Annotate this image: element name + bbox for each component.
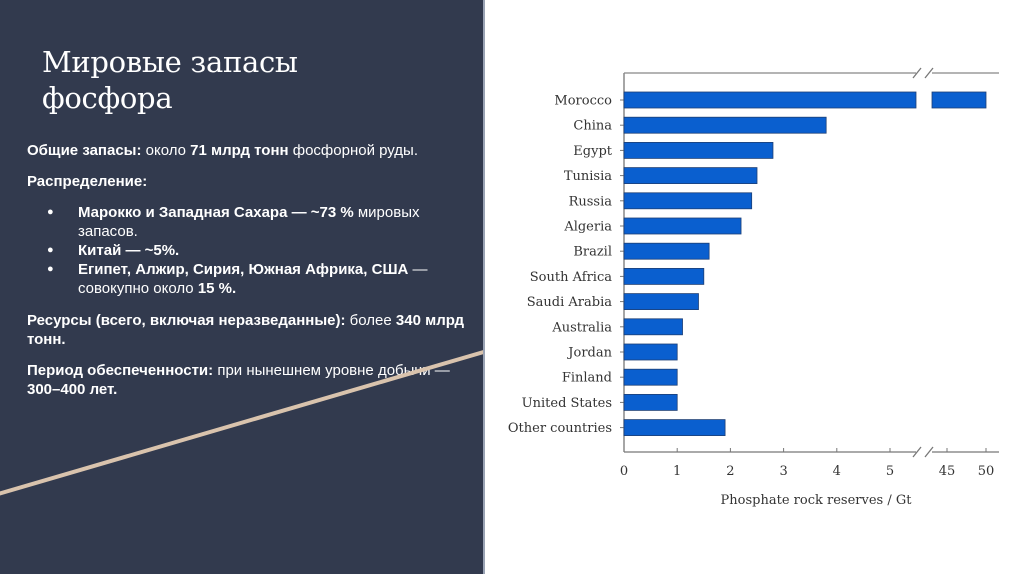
x-axis-label: Phosphate rock reserves / Gt bbox=[721, 493, 913, 508]
total-text: около bbox=[141, 142, 191, 159]
category-label: Brazil bbox=[573, 245, 612, 260]
category-label: Algeria bbox=[563, 220, 612, 235]
list-item: ● Китай — ~5%. bbox=[27, 241, 467, 260]
category-label: Russia bbox=[569, 194, 613, 209]
bar bbox=[623, 142, 774, 159]
list-item: ● Египет, Алжир, Сирия, Южная Африка, СШ… bbox=[27, 260, 467, 298]
bullet-icon: ● bbox=[47, 263, 54, 275]
resources-label: Ресурсы (всего, включая неразведанные): bbox=[27, 312, 346, 329]
item-text: — совокупно около bbox=[78, 261, 428, 297]
period-text: при нынешнем уровне добычи — bbox=[213, 362, 450, 379]
bar bbox=[623, 267, 705, 285]
category-label: Jordan bbox=[566, 346, 612, 361]
panel-divider bbox=[483, 0, 485, 574]
bar bbox=[623, 116, 827, 134]
resources: Ресурсы (всего, включая неразведанные): … bbox=[27, 311, 467, 349]
category-label: Other countries bbox=[508, 421, 612, 436]
x-tick-label: 1 bbox=[673, 464, 681, 479]
slide-title: Мировые запасы фосфора bbox=[42, 44, 442, 116]
category-label: Morocco bbox=[554, 94, 612, 109]
distribution-heading: Распределение: bbox=[27, 172, 467, 191]
total-label: Общие запасы: bbox=[27, 142, 142, 159]
bar bbox=[931, 91, 987, 109]
total-value: 71 млрд тонн bbox=[190, 142, 289, 159]
x-tick-label: 5 bbox=[886, 464, 894, 479]
bar bbox=[623, 242, 710, 260]
bar bbox=[623, 368, 678, 386]
supply-period: Период обеспеченности: при нынешнем уров… bbox=[27, 361, 467, 399]
category-label: Finland bbox=[562, 371, 612, 386]
total-text-2: фосфорной руды. bbox=[288, 142, 418, 159]
list-item: ● Марокко и Западная Сахара — ~73 % миро… bbox=[27, 203, 467, 241]
category-label: South Africa bbox=[530, 270, 612, 285]
bullet-icon: ● bbox=[47, 244, 54, 256]
distribution-list: ● Марокко и Западная Сахара — ~73 % миро… bbox=[27, 203, 467, 298]
bullet-icon: ● bbox=[47, 206, 54, 218]
resources-text: более bbox=[345, 312, 396, 329]
bar bbox=[623, 318, 683, 336]
bar bbox=[623, 343, 678, 361]
bar bbox=[623, 91, 917, 109]
text-panel: Мировые запасы фосфора Общие запасы: око… bbox=[0, 0, 483, 574]
title-line-1: Мировые запасы bbox=[42, 45, 298, 79]
slide-body: Общие запасы: около 71 млрд тонн фосфорн… bbox=[27, 141, 467, 411]
item-bold: Марокко и Западная Сахара — ~73 % bbox=[78, 204, 354, 221]
category-label: China bbox=[573, 119, 612, 134]
x-tick-label: 3 bbox=[779, 464, 787, 479]
item-bold-2: 15 %. bbox=[197, 280, 237, 297]
title-line-2: фосфора bbox=[42, 81, 173, 115]
phosphate-reserves-chart: 0 1 2 3 4 5 45 50 Phosphate rock reserves / Gt Mo… bbox=[490, 60, 1024, 520]
item-bold: Египет, Алжир, Сирия, Южная Африка, США bbox=[78, 261, 409, 278]
item-text: мировых запасов. bbox=[78, 204, 420, 240]
total-reserves: Общие запасы: около 71 млрд тонн фосфорн… bbox=[27, 141, 467, 160]
category-label: Egypt bbox=[573, 144, 612, 159]
bar bbox=[623, 419, 726, 437]
period-value: 300–400 лет. bbox=[27, 381, 118, 398]
distribution-label: Распределение: bbox=[27, 173, 148, 190]
category-label: Australia bbox=[551, 320, 612, 335]
resources-value: 340 млрд тонн. bbox=[27, 312, 465, 348]
bar bbox=[623, 217, 742, 235]
period-label: Период обеспеченности: bbox=[27, 362, 214, 379]
category-label: Saudi Arabia bbox=[527, 295, 612, 310]
x-tick-label: 2 bbox=[726, 464, 734, 479]
x-tick-label: 50 bbox=[978, 464, 995, 479]
item-bold: Китай — ~5%. bbox=[78, 242, 180, 259]
bar bbox=[623, 293, 699, 311]
bar bbox=[623, 167, 758, 184]
x-tick-label: 4 bbox=[833, 464, 841, 479]
category-label: United States bbox=[522, 396, 612, 411]
category-label: Tunisia bbox=[564, 169, 612, 184]
x-tick-label: 0 bbox=[620, 464, 628, 479]
x-tick-label: 45 bbox=[939, 464, 956, 479]
bar bbox=[623, 192, 753, 210]
bar bbox=[623, 393, 678, 411]
